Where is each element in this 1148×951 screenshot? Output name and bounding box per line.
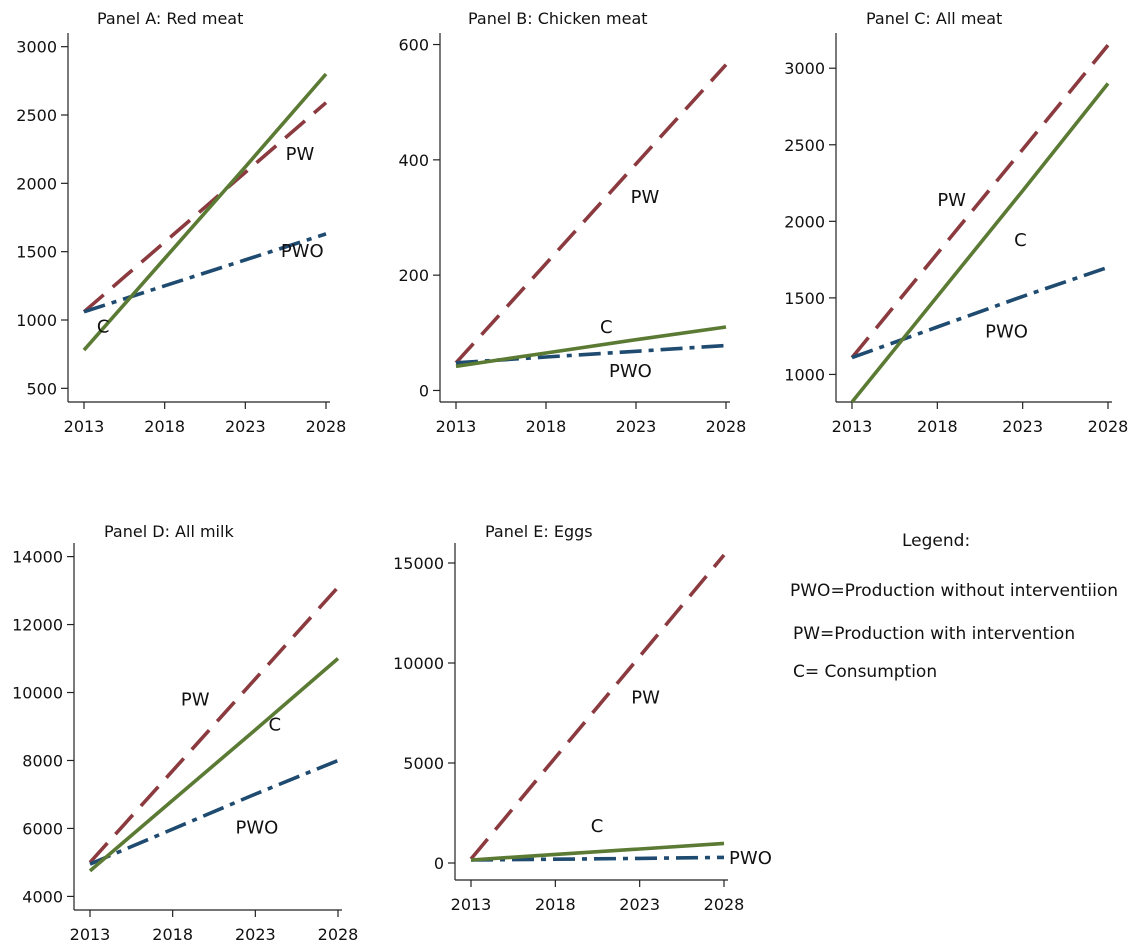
panel-e: Panel E: Eggs 0 5000 10000 15000 2013 2018 2023…	[393, 522, 772, 914]
panel-d-title: Panel D: All milk	[104, 522, 234, 541]
panel-a-label-pw: PW	[286, 144, 315, 165]
panel-b-series-pw	[454, 63, 728, 365]
panel-d-ytick-label: 6000	[22, 819, 63, 838]
panel-e-xtick-label: 2023	[619, 895, 660, 914]
panel-a-ytick-label: 500	[26, 379, 57, 398]
panel-d-ytick-label: 12000	[12, 616, 63, 635]
panel-d-series-pwo	[89, 758, 339, 866]
panel-d-label-pwo: PWO	[235, 818, 278, 839]
panel-d-label-pw: PW	[181, 689, 210, 710]
legend-item-c: C= Consumption	[793, 662, 937, 682]
panel-b-ytick-label: 400	[398, 151, 429, 170]
panel-a-label-pwo: PWO	[281, 241, 324, 262]
panel-d-xtick-label: 2013	[70, 925, 111, 944]
panel-e-series-pw	[469, 553, 726, 861]
panel-b-title: Panel B: Chicken meat	[468, 9, 648, 28]
panel-c-ytick-label: 1000	[784, 365, 825, 384]
panel-e-label-pwo: PWO	[729, 848, 772, 869]
panel-a-ytick-label: 1500	[16, 243, 57, 262]
panel-c-xtick-label: 2018	[917, 417, 958, 436]
panel-b-xtick-label: 2018	[526, 417, 567, 436]
panel-c-ytick-label: 2000	[784, 212, 825, 231]
panel-c-ytick-label: 3000	[784, 59, 825, 78]
panel-b: Panel B: Chicken meat 0 200 400 600 2013 2018 2…	[398, 9, 746, 436]
panel-d-xtick-label: 2018	[152, 925, 193, 944]
panel-d-ytick-label: 8000	[22, 751, 63, 770]
panel-c-label-c: C	[1014, 230, 1027, 251]
panel-d-series-pw	[88, 585, 340, 864]
panel-a-label-c: C	[97, 316, 110, 337]
panel-e-series-pwo	[470, 855, 725, 862]
panel-b-xtick-label: 2028	[706, 417, 747, 436]
panel-c-xtick-label: 2023	[1002, 417, 1043, 436]
panel-c-series-pw	[850, 44, 1110, 359]
panel-a-series-pwo	[83, 232, 327, 314]
panel-c-title: Panel C: All meat	[866, 9, 1002, 28]
panel-b-ytick-label: 0	[419, 381, 429, 400]
panel-b-ytick-label: 600	[398, 36, 429, 55]
panel-d-series-c	[88, 657, 340, 873]
panel-c-series-pwo	[851, 265, 1109, 360]
panel-e-label-c: C	[591, 816, 604, 837]
panel-e-xtick-label: 2028	[704, 895, 745, 914]
panel-d-xtick-label: 2028	[318, 925, 359, 944]
panel-d-label-c: C	[269, 715, 282, 736]
panel-c-xtick-label: 2013	[832, 417, 873, 436]
panel-b-series-c	[455, 325, 727, 369]
panel-c-label-pwo: PWO	[985, 322, 1028, 343]
panel-a-xtick-label: 2013	[64, 417, 105, 436]
panel-d-ytick-label: 10000	[12, 684, 63, 703]
panel-a-ytick-label: 2500	[16, 106, 57, 125]
panel-a: Panel A: Red meat 500 1000 1500 2000 2500 3000…	[16, 9, 346, 436]
panel-c-label-pw: PW	[937, 190, 966, 211]
panel-c-xtick-label: 2028	[1088, 417, 1129, 436]
panel-a-ytick-label: 3000	[16, 38, 57, 57]
panel-a-ytick-label: 2000	[16, 174, 57, 193]
panel-d-ytick-label: 14000	[12, 548, 63, 567]
legend-item-pwo: PWO=Production without interventiion	[790, 581, 1118, 601]
panel-b-label-c: C	[600, 317, 613, 338]
panel-e-ytick-label: 10000	[393, 654, 444, 673]
panel-b-xtick-label: 2023	[616, 417, 657, 436]
panel-b-label-pwo: PWO	[609, 361, 652, 382]
panel-e-series-c	[470, 841, 725, 862]
panel-d-ytick-label: 4000	[22, 887, 63, 906]
panel-d: Panel D: All milk 4000 6000 8000 10000 12000 1…	[12, 522, 358, 944]
legend: Legend: PWO=Production without intervent…	[790, 531, 1118, 682]
panel-e-title: Panel E: Eggs	[485, 522, 593, 541]
panel-b-ytick-label: 200	[398, 266, 429, 285]
panel-d-xtick-label: 2023	[235, 925, 276, 944]
panel-a-title: Panel A: Red meat	[97, 9, 243, 28]
panel-a-ytick-label: 1000	[16, 311, 57, 330]
panel-e-ytick-label: 0	[434, 854, 444, 873]
panel-a-xtick-label: 2018	[144, 417, 185, 436]
panel-b-label-pw: PW	[631, 187, 660, 208]
panel-e-ytick-label: 15000	[393, 554, 444, 573]
panel-e-xtick-label: 2013	[451, 895, 492, 914]
panel-c-ytick-label: 2500	[784, 136, 825, 155]
legend-title: Legend:	[902, 531, 970, 551]
panel-a-xtick-label: 2028	[306, 417, 347, 436]
panel-b-xtick-label: 2013	[436, 417, 477, 436]
panel-e-ytick-label: 5000	[403, 754, 444, 773]
panel-c-series-c	[850, 82, 1110, 404]
panel-a-series-c	[82, 72, 328, 352]
panel-a-series-pw	[82, 101, 328, 314]
legend-item-pw: PW=Production with intervention	[793, 624, 1075, 644]
panel-c-ytick-label: 1500	[784, 289, 825, 308]
panel-e-xtick-label: 2018	[535, 895, 576, 914]
panel-c: Panel C: All meat 1000 1500 2000 2500 3000 201…	[784, 9, 1128, 436]
panel-e-label-pw: PW	[631, 687, 660, 708]
panel-a-xtick-label: 2023	[225, 417, 266, 436]
